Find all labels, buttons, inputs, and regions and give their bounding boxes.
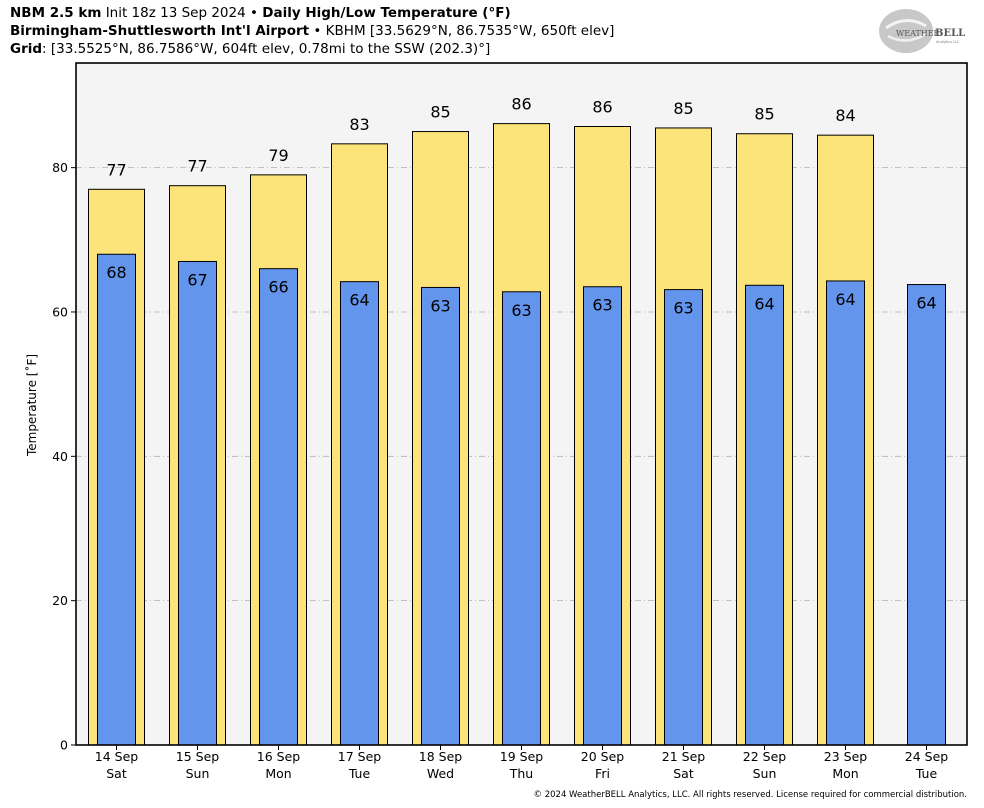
y-tick-label: 20 — [52, 593, 68, 608]
low-label: 64 — [754, 294, 774, 313]
grid-info: : [33.5525°N, 86.7586°W, 604ft elev, 0.7… — [42, 41, 491, 57]
x-tick-date: 23 Sep — [824, 749, 868, 764]
low-bar — [340, 281, 379, 746]
low-bar — [664, 289, 703, 746]
y-tick-label: 80 — [52, 160, 68, 175]
bars — [88, 123, 946, 746]
x-tick-date: 19 Sep — [500, 749, 544, 764]
x-tick-day: Mon — [832, 766, 858, 781]
y-tick-label: 40 — [52, 449, 68, 464]
high-label: 85 — [754, 105, 774, 124]
header-line-2: Birmingham-Shuttlesworth Int'l Airport •… — [10, 23, 614, 40]
header-line-1: NBM 2.5 km Init 18z 13 Sep 2024 • Daily … — [10, 5, 511, 22]
x-axis: 14 Sep Sat 15 Sep Sun 16 Sep Mon 17 Sep Tue 18 S… — [95, 745, 949, 781]
low-bar — [502, 291, 541, 746]
low-bar — [826, 280, 865, 746]
separator: • — [313, 23, 322, 39]
low-label: 63 — [592, 296, 612, 315]
station-name: Birmingham-Shuttlesworth Int'l Airport — [10, 23, 310, 39]
x-tick-date: 24 Sep — [905, 749, 949, 764]
grid-label: Grid — [10, 41, 43, 57]
header-line-3: Grid: [33.5525°N, 86.7586°W, 604ft elev,… — [10, 41, 490, 58]
high-label: 85 — [673, 99, 693, 118]
x-tick-date: 16 Sep — [257, 749, 301, 764]
x-tick-day: Tue — [348, 766, 371, 781]
x-tick-date: 15 Sep — [176, 749, 220, 764]
low-label: 63 — [511, 301, 531, 320]
high-label: 85 — [430, 103, 450, 122]
low-bar — [745, 284, 784, 746]
low-label: 68 — [106, 263, 126, 282]
x-tick-date: 17 Sep — [338, 749, 382, 764]
logo-text-weather: WEATHER — [896, 29, 941, 38]
y-tick-label: 0 — [60, 738, 68, 753]
x-tick-day: Sat — [673, 766, 694, 781]
x-tick-day: Wed — [427, 766, 454, 781]
x-tick-day: Sun — [186, 766, 210, 781]
low-bar — [421, 286, 460, 746]
low-bar — [907, 284, 946, 746]
low-label: 67 — [187, 270, 207, 289]
logo-text-bell: BELL — [935, 28, 965, 39]
low-label: 63 — [430, 296, 450, 315]
low-bar — [97, 253, 136, 746]
low-label: 66 — [268, 278, 288, 297]
low-label: 64 — [835, 290, 855, 309]
low-bar — [583, 286, 622, 746]
x-tick-day: Sat — [106, 766, 127, 781]
y-axis: 0 20 40 60 80 — [52, 160, 76, 753]
separator: • — [249, 5, 258, 21]
x-tick-date: 18 Sep — [419, 749, 463, 764]
x-tick-day: Tue — [915, 766, 938, 781]
high-label: 77 — [187, 157, 207, 176]
low-bar — [178, 260, 217, 746]
copyright-notice: © 2024 WeatherBELL Analytics, LLC. All r… — [533, 790, 967, 800]
high-label: 86 — [592, 98, 612, 117]
x-tick-date: 20 Sep — [581, 749, 625, 764]
weatherbell-logo: WEATHER BELL Analytics LLC — [879, 9, 965, 53]
y-axis-label: Temperature [˚F] — [24, 354, 39, 457]
x-tick-date: 21 Sep — [662, 749, 706, 764]
product-title: Daily High/Low Temperature (°F) — [262, 5, 511, 21]
high-label: 86 — [511, 95, 531, 114]
init-time: Init 18z 13 Sep 2024 — [105, 5, 246, 21]
x-tick-day: Fri — [595, 766, 610, 781]
logo-text-small: Analytics LLC — [936, 40, 960, 44]
x-tick-date: 22 Sep — [743, 749, 787, 764]
high-label: 83 — [349, 115, 369, 134]
station-info: KBHM [33.5629°N, 86.7535°W, 650ft elev] — [325, 23, 615, 39]
low-bar — [259, 268, 298, 746]
model-name: NBM 2.5 km — [10, 5, 102, 21]
high-label: 79 — [268, 146, 288, 165]
low-label: 64 — [349, 291, 369, 310]
x-tick-date: 14 Sep — [95, 749, 139, 764]
low-label: 63 — [673, 299, 693, 318]
data-labels: 77 68 77 67 79 66 83 64 85 63 86 63 86 63 85 63 85 64 84 64… — [106, 95, 936, 320]
y-tick-label: 60 — [52, 304, 68, 319]
high-label: 77 — [106, 160, 126, 179]
high-label: 84 — [835, 106, 855, 125]
x-tick-day: Thu — [509, 766, 533, 781]
x-tick-day: Mon — [265, 766, 291, 781]
low-label: 64 — [916, 294, 936, 313]
x-tick-day: Sun — [753, 766, 777, 781]
